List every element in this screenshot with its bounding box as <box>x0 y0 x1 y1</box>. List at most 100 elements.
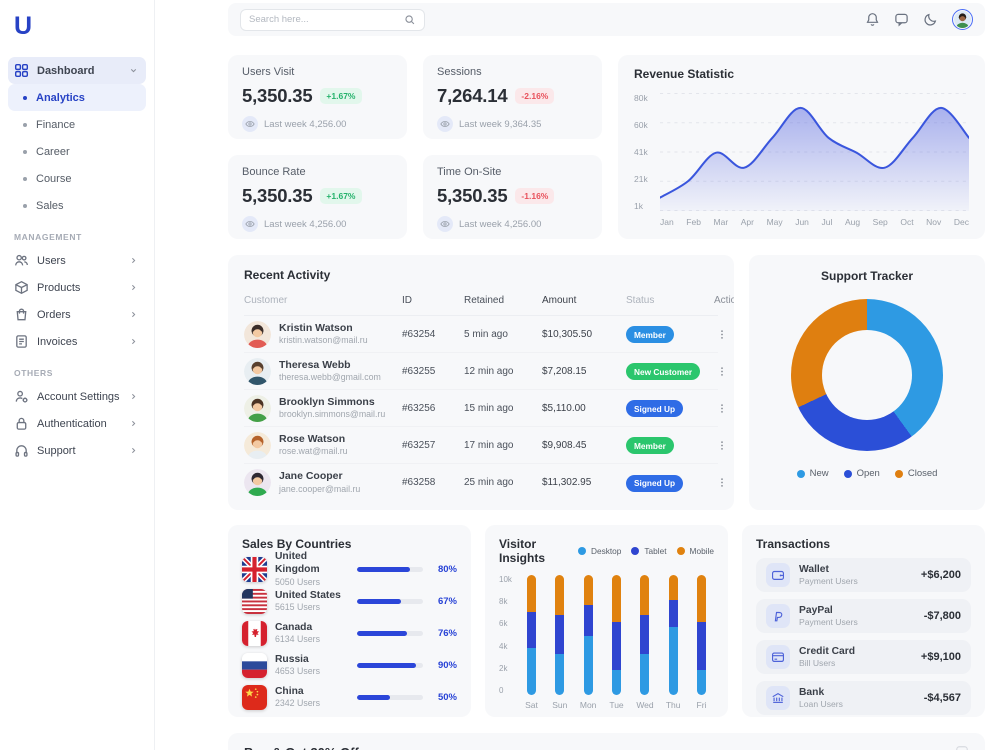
table-row: Rose Watson rose.wat@mail.ru #63257 17 m… <box>244 427 723 464</box>
chevron-right-icon <box>129 446 138 455</box>
eye-icon <box>242 116 258 132</box>
x-tick: Apr <box>740 217 754 227</box>
x-tick: Sep <box>872 217 888 227</box>
customer-email: kristin.watson@mail.ru <box>279 335 368 346</box>
customer-name: Brooklyn Simmons <box>279 395 375 408</box>
recent-activity-card: Recent Activity Customer ID Retained Amo… <box>228 255 734 510</box>
bullet-icon <box>23 176 27 181</box>
country-users: 2342 Users <box>275 697 320 708</box>
x-tick: Mar <box>713 217 729 227</box>
bell-icon[interactable] <box>865 12 880 27</box>
row-actions-button[interactable] <box>714 363 730 380</box>
table-row: Theresa Webb theresa.webb@gmail.com #632… <box>244 353 723 390</box>
flag-canada-icon <box>242 620 267 646</box>
sidebar-item-label: Users <box>37 254 66 267</box>
stat-lastweek: Last week 4,256.00 <box>459 218 542 230</box>
x-tick: Jul <box>821 217 833 227</box>
customer-name: Kristin Watson <box>279 321 353 334</box>
sidebar-item-career[interactable]: Career <box>8 138 146 165</box>
card-title: Visitor Insights <box>499 537 546 565</box>
user-avatar[interactable] <box>952 9 973 30</box>
customer-name: Theresa Webb <box>279 358 351 371</box>
country-users: 5050 Users <box>275 576 320 587</box>
progress-fill <box>357 630 408 636</box>
x-tick: Wed <box>636 700 654 710</box>
visitor-chart: 10k 8k 6k 4k 2k 0 <box>499 575 714 695</box>
flag-russia-icon <box>242 652 267 678</box>
sidebar-item-label: Finance <box>36 118 76 131</box>
credit-card-icon <box>766 645 790 669</box>
invoice-icon <box>14 334 29 349</box>
y-tick: 10k <box>499 575 512 584</box>
status-badge: Signed Up <box>626 474 684 492</box>
row-actions-button[interactable] <box>714 474 730 491</box>
moon-icon[interactable] <box>923 12 938 27</box>
chat-icon[interactable] <box>894 12 909 27</box>
chevron-down-icon <box>129 66 138 75</box>
sidebar-item-label: Sales <box>36 199 64 212</box>
sidebar-item-authentication[interactable]: Authentication <box>8 410 146 437</box>
status-badge: Signed Up <box>626 400 684 418</box>
row-actions-button[interactable] <box>714 400 730 417</box>
column-header: Action <box>714 295 734 306</box>
main-content: Users Visit 5,350.35 +1.67% Last week 4,… <box>155 0 1000 750</box>
user-gear-icon <box>14 389 29 404</box>
change-badge: -2.16% <box>515 88 555 104</box>
search-icon[interactable] <box>404 14 416 26</box>
transaction-item-paypal[interactable]: PayPal Payment Users -$7,800 <box>756 599 971 633</box>
progress-track <box>357 662 423 668</box>
chevron-right-icon <box>129 419 138 428</box>
row-actions-button[interactable] <box>714 326 730 343</box>
flag-china-icon <box>242 684 267 710</box>
search-input[interactable] <box>249 14 398 25</box>
country-name: United States <box>275 589 341 601</box>
transaction-item-bank[interactable]: Bank Loan Users -$4,567 <box>756 681 971 715</box>
transaction-amount: +$9,100 <box>920 651 961 663</box>
y-tick: 1k <box>634 201 643 211</box>
transaction-item-wallet[interactable]: Wallet Payment Users +$6,200 <box>756 558 971 592</box>
legend-dot <box>843 469 852 478</box>
users-icon <box>14 253 29 268</box>
transaction-amount: -$7,800 <box>923 610 961 622</box>
country-percent: 76% <box>437 627 457 639</box>
country-users: 5615 Users <box>275 601 320 612</box>
transaction-name: Bank <box>799 686 825 698</box>
visitor-y-axis: 10k 8k 6k 4k 2k 0 <box>499 575 519 695</box>
topbar <box>228 3 985 36</box>
y-tick: 4k <box>499 641 508 651</box>
transaction-amount: +$6,200 <box>920 569 961 581</box>
sidebar-item-orders[interactable]: Orders <box>8 301 146 328</box>
sidebar-item-course[interactable]: Course <box>8 165 146 192</box>
sidebar-item-account-settings[interactable]: Account Settings <box>8 383 146 410</box>
change-badge: -1.16% <box>515 188 555 204</box>
progress-fill <box>357 566 410 572</box>
sidebar-item-analytics[interactable]: Analytics <box>8 84 146 111</box>
card-title: Revenue Statistic <box>634 67 735 81</box>
sidebar-item-support[interactable]: Support <box>8 437 146 464</box>
row-actions-button[interactable] <box>714 437 730 454</box>
stat-title: Bounce Rate <box>242 166 306 178</box>
visitor-bar <box>611 575 621 695</box>
sidebar-item-users[interactable]: Users <box>8 247 146 274</box>
table-row: Jane Cooper jane.cooper@mail.ru #63258 2… <box>244 464 723 501</box>
customer-id: #63256 <box>402 402 436 414</box>
column-header: Status <box>626 295 655 306</box>
sidebar-item-finance[interactable]: Finance <box>8 111 146 138</box>
sidebar-item-sales[interactable]: Sales <box>8 192 146 219</box>
retained: 12 min ago <box>464 365 514 377</box>
sidebar-item-dashboard[interactable]: Dashboard <box>8 57 146 84</box>
country-row: Canada 6134 Users 76% <box>242 619 457 647</box>
sidebar-item-invoices[interactable]: Invoices <box>8 328 146 355</box>
transaction-sub: Loan Users <box>799 699 843 710</box>
stat-card-bounce-rate: Bounce Rate 5,350.35 +1.67% Last week 4,… <box>228 155 407 239</box>
legend-item: Desktop <box>577 546 621 556</box>
sidebar-item-products[interactable]: Products <box>8 274 146 301</box>
bullet-icon <box>23 122 27 127</box>
stats-grid: Users Visit 5,350.35 +1.67% Last week 4,… <box>228 55 602 239</box>
transaction-item-credit-card[interactable]: Credit Card Bill Users +$9,100 <box>756 640 971 674</box>
visitor-bar <box>555 575 565 695</box>
box-icon <box>14 280 29 295</box>
customer-email: rose.wat@mail.ru <box>279 446 348 457</box>
y-tick: 2k <box>499 663 508 673</box>
transaction-sub: Bill Users <box>799 658 836 669</box>
